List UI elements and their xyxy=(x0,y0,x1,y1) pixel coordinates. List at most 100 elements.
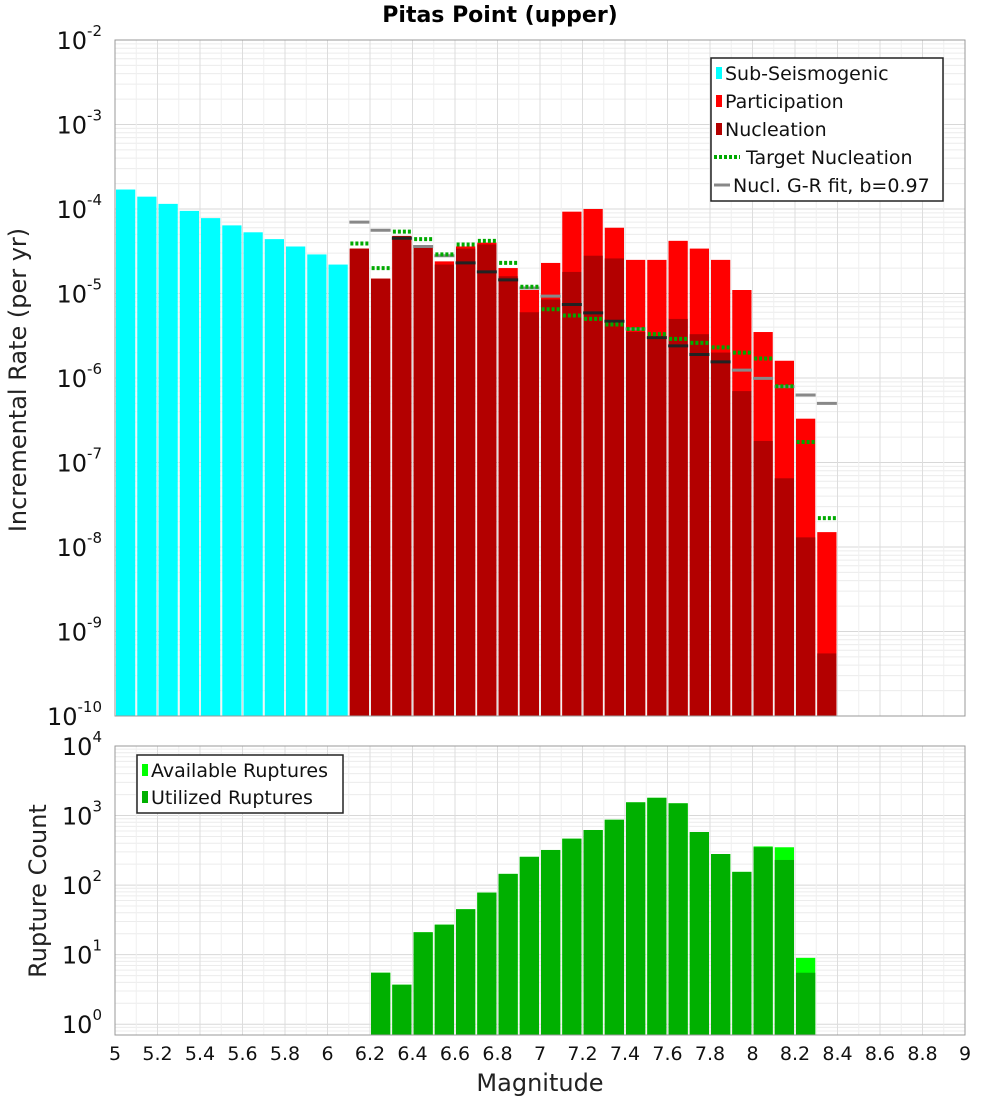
sub-seismogenic-bar xyxy=(137,196,157,717)
x-tick-label: 8.8 xyxy=(907,1043,937,1065)
utilized-ruptures-bar xyxy=(668,803,688,1035)
bottom-y-tick-label: 100 xyxy=(62,1006,102,1039)
utilized-ruptures-bar xyxy=(477,892,497,1035)
nucleation-bar xyxy=(753,440,773,716)
nucleation-bar xyxy=(774,478,794,716)
sub-seismogenic-bar xyxy=(328,264,348,716)
utilized-ruptures-bar xyxy=(583,829,603,1035)
utilized-ruptures-bar xyxy=(562,838,582,1035)
legend-label: Sub-Seismogenic xyxy=(725,63,889,85)
sub-seismogenic-bar xyxy=(307,254,327,716)
utilized-ruptures-bar xyxy=(604,819,624,1035)
legend-label: Available Ruptures xyxy=(151,760,328,782)
x-tick-label: 9 xyxy=(959,1043,971,1065)
legend-swatch xyxy=(142,764,148,776)
legend-label: Nucl. G-R fit, b=0.97 xyxy=(733,175,930,197)
utilized-ruptures-bar xyxy=(796,972,816,1035)
bottom-y-tick-label: 103 xyxy=(62,798,102,831)
x-tick-label: 7.2 xyxy=(567,1043,597,1065)
utilized-ruptures-bar xyxy=(456,909,476,1035)
utilized-ruptures-bar xyxy=(519,856,539,1035)
top-y-axis-label: Incremental Rate (per yr) xyxy=(4,228,32,532)
top-y-tick-label: 10-3 xyxy=(56,107,102,140)
nucleation-bar xyxy=(562,271,582,716)
x-tick-label: 7.4 xyxy=(610,1043,640,1065)
sub-seismogenic-bar xyxy=(201,218,221,716)
x-tick-label: 6.6 xyxy=(440,1043,470,1065)
x-tick-label: 5.2 xyxy=(142,1043,172,1065)
legend-label: Nucleation xyxy=(725,119,827,141)
utilized-ruptures-bar xyxy=(498,873,518,1035)
bottom-plot-frame xyxy=(114,745,966,1036)
bottom-legend-box xyxy=(136,754,344,814)
x-tick-label: 8 xyxy=(746,1043,758,1065)
nucleation-bar xyxy=(626,332,646,716)
top-plot-frame xyxy=(114,39,966,717)
utilized-ruptures-bar xyxy=(371,972,391,1035)
x-tick-label: 7 xyxy=(534,1043,546,1065)
x-tick-label: 6.8 xyxy=(482,1043,512,1065)
nucleation-bar xyxy=(604,258,624,716)
x-tick-label: 6 xyxy=(321,1043,333,1065)
bottom-y-tick-label: 101 xyxy=(62,937,102,970)
x-tick-label: 8.2 xyxy=(780,1043,810,1065)
x-tick-label: 5.8 xyxy=(270,1043,300,1065)
legend-label: Participation xyxy=(725,91,844,113)
utilized-ruptures-bar xyxy=(753,847,773,1035)
nucleation-bar xyxy=(456,248,476,716)
x-tick-label: 6.4 xyxy=(397,1043,427,1065)
utilized-ruptures-bar xyxy=(732,871,752,1035)
nucleation-bar xyxy=(796,537,816,716)
top-y-tick-label: 10-10 xyxy=(47,698,102,731)
utilized-ruptures-bar xyxy=(626,802,646,1035)
nucleation-bar xyxy=(477,244,497,716)
utilized-ruptures-bar xyxy=(711,854,731,1035)
nucleation-bar xyxy=(732,391,752,716)
legend-swatch xyxy=(716,67,722,79)
top-y-tick-label: 10-7 xyxy=(56,445,102,478)
nucleation-bar xyxy=(541,299,561,716)
sub-seismogenic-bar xyxy=(116,189,136,716)
nucleation-bar xyxy=(434,264,454,716)
nucleation-bar xyxy=(668,318,688,716)
nucleation-bar xyxy=(647,337,667,716)
sub-seismogenic-bar xyxy=(158,203,178,716)
nucleation-bar xyxy=(392,235,412,716)
sub-seismogenic-bar xyxy=(264,239,284,717)
sub-seismogenic-bar xyxy=(179,210,199,716)
utilized-ruptures-bar xyxy=(647,797,667,1035)
legend-swatch xyxy=(716,95,722,107)
utilized-ruptures-bar xyxy=(541,849,561,1035)
bottom-y-axis-label: Rupture Count xyxy=(24,804,52,978)
x-tick-label: 7.6 xyxy=(652,1043,682,1065)
top-y-tick-label: 10-5 xyxy=(56,276,102,309)
top-legend: Sub-Seismogenic Participation Nucleation Ta… xyxy=(710,57,944,202)
x-tick-label: 8.6 xyxy=(865,1043,895,1065)
nucleation-bar xyxy=(498,276,518,716)
legend-label: Utilized Ruptures xyxy=(151,787,313,809)
nucleation-bar xyxy=(413,247,433,716)
nucleation-bar xyxy=(817,653,837,716)
legend-swatch xyxy=(142,791,148,803)
sub-seismogenic-bar xyxy=(222,225,242,716)
top-y-tick-label: 10-2 xyxy=(56,22,102,55)
x-tick-label: 8.4 xyxy=(822,1043,852,1065)
sub-seismogenic-bar xyxy=(286,246,306,716)
bottom-y-tick-label: 102 xyxy=(62,867,102,900)
nucleation-bar xyxy=(583,255,603,716)
utilized-ruptures-bar xyxy=(434,924,454,1035)
chart-title: Pitas Point (upper) xyxy=(382,3,617,28)
nucleation-bar xyxy=(371,278,391,716)
x-tick-label: 6.2 xyxy=(355,1043,385,1065)
x-tick-label: 7.8 xyxy=(695,1043,725,1065)
utilized-ruptures-bar xyxy=(774,859,794,1035)
nucleation-bar xyxy=(519,312,539,716)
top-y-tick-label: 10-4 xyxy=(56,191,102,224)
x-axis-label: Magnitude xyxy=(476,1069,603,1097)
nucleation-bar xyxy=(349,248,369,716)
legend-swatch xyxy=(716,123,722,135)
top-y-tick-label: 10-9 xyxy=(56,614,102,647)
bottom-y-tick-label: 104 xyxy=(62,728,102,761)
